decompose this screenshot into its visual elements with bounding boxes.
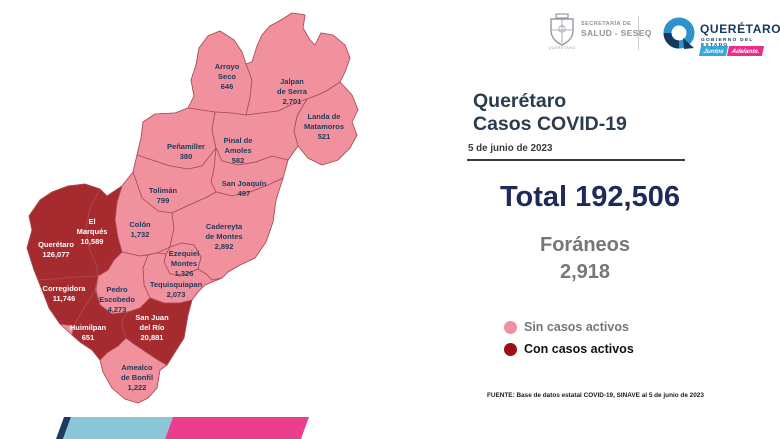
legend-label: Con casos activos bbox=[524, 342, 634, 356]
gobierno-brand-text: QUERÉTARO bbox=[700, 22, 780, 36]
municipality-label-penamiller: Peñamiller 380 bbox=[167, 142, 205, 161]
page-title: Querétaro Casos COVID-19 bbox=[473, 90, 627, 136]
page-title-line2: Casos COVID-19 bbox=[473, 113, 627, 135]
badge-adelante: Adelante. bbox=[727, 46, 765, 56]
municipality-label-colon: Colón 1,732 bbox=[129, 220, 151, 239]
seseq-logo-line2: SALUD - SESEQ bbox=[581, 28, 652, 38]
municipality-label-arroyo-seco: Arroyo Seco 646 bbox=[215, 62, 240, 91]
municipality-label-pinal: Pinal de Amoles 582 bbox=[224, 136, 253, 165]
municipality-label-cadereyta: Cadereyta de Montes 2,892 bbox=[205, 222, 243, 251]
queretaro-choropleth-map: Arroyo Seco 646 Jalpan de Serra 2,701 Landa de… bbox=[26, 12, 359, 404]
logo-divider bbox=[638, 16, 639, 50]
queretaro-q-logo-icon bbox=[663, 17, 695, 49]
municipality-label-amealco: Amealco de Bonfil 1,222 bbox=[121, 363, 153, 392]
municipality-label-huimilpan: Huimilpan 651 bbox=[70, 323, 107, 342]
total-cases: Total 192,506 bbox=[450, 181, 730, 214]
municipality-label-el-marques: El Marqués 10,589 bbox=[77, 217, 108, 246]
municipality-label-san-joaquin: San Joaquín 497 bbox=[222, 179, 267, 198]
legend-swatch-darkred bbox=[504, 342, 517, 356]
legend-item-con-casos: Con casos activos bbox=[504, 338, 634, 360]
foraneos-block: Foráneos 2,918 bbox=[455, 232, 715, 286]
badge-juntos: Juntos bbox=[698, 46, 729, 56]
foraneos-label: Foráneos bbox=[539, 234, 631, 256]
ribbon-blue-segment bbox=[60, 417, 173, 439]
legend-swatch-pink bbox=[504, 320, 517, 334]
source-note: FUENTE: Base de datos estatal COVID-19, … bbox=[487, 392, 704, 399]
seseq-logo-line1: SECRETARÍA DE bbox=[581, 21, 632, 27]
report-date: 5 de junio de 2023 bbox=[468, 143, 553, 154]
legend-item-sin-casos: Sin casos activos bbox=[504, 316, 634, 338]
map-legend: Sin casos activos Con casos activos bbox=[504, 316, 634, 360]
total-label: Total bbox=[499, 181, 568, 213]
total-value: 192,506 bbox=[575, 181, 680, 213]
municipality-label-jalpan: Jalpan de Serra 2,701 bbox=[277, 77, 308, 106]
gobierno-subtitle: GOBIERNO DEL ESTADO bbox=[701, 38, 754, 48]
municipality-label-ezequiel-montes: Ezequiel Montes 1,326 bbox=[169, 249, 199, 278]
municipality-huimilpan bbox=[71, 289, 129, 361]
ribbon-pink-segment bbox=[162, 417, 309, 439]
municipality-label-landa: Landa de Matamoros 521 bbox=[304, 112, 344, 141]
page-title-line1: Querétaro bbox=[473, 90, 567, 112]
date-underline bbox=[467, 159, 685, 161]
foraneos-value: 2,918 bbox=[559, 261, 611, 283]
decorative-ribbon bbox=[53, 417, 309, 439]
legend-label: Sin casos activos bbox=[524, 320, 629, 334]
seseq-crest-icon bbox=[550, 13, 574, 46]
municipality-label-queretaro: Querétaro 126,077 bbox=[38, 240, 74, 259]
municipality-queretaro bbox=[26, 183, 101, 281]
municipality-label-pedro-escobedo: Pedro Escobedo 4,273 bbox=[99, 285, 135, 314]
municipality-label-toliman: Tolimán 799 bbox=[149, 186, 178, 205]
municipality-label-tequisquiapan: Tequisquiapan 2,073 bbox=[150, 280, 203, 299]
municipality-label-san-juan-del-rio: San Juan del Río 20,881 bbox=[135, 313, 169, 342]
seseq-crest-caption: QUERÉTARO bbox=[548, 46, 576, 50]
juntos-adelante-badge: Juntos Adelante. bbox=[698, 46, 765, 56]
municipality-label-corregidora: Corregidora 11,746 bbox=[43, 284, 87, 303]
municipality-san-juan-del-rio bbox=[121, 297, 193, 366]
